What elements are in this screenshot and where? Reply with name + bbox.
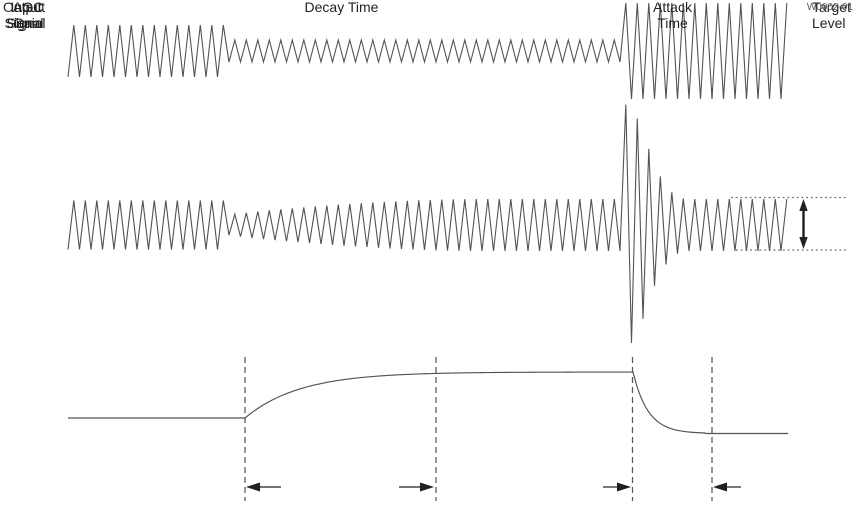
attack-time-right-arrow bbox=[713, 482, 741, 492]
output-waveform bbox=[67, 104, 788, 344]
output-signal-label: Output Signal bbox=[2, 0, 46, 31]
decay-time-right-arrow bbox=[399, 482, 434, 492]
agc-gain-label: AGC Gain bbox=[12, 0, 44, 31]
target-level-double-arrow bbox=[799, 199, 808, 249]
target-arrowhead-down bbox=[799, 237, 808, 249]
decay-time-left-arrow-head bbox=[246, 482, 260, 492]
attack-time-right-arrow-head bbox=[713, 482, 727, 492]
region-boundary-dashed-lines bbox=[244, 357, 713, 501]
decay-time-left-arrow bbox=[246, 482, 281, 492]
attack-time-left-arrow bbox=[603, 482, 631, 492]
agc-gain-curve bbox=[68, 371, 788, 435]
target-level-label: Target Level bbox=[812, 0, 851, 31]
input-signal-label: Input Signal bbox=[6, 0, 46, 31]
figure-code: W0002-01 bbox=[806, 2, 853, 13]
attack-time-label: Attack Time bbox=[653, 0, 692, 31]
decay-time-right-arrow-head bbox=[420, 482, 434, 492]
target-level-dotted-lines bbox=[731, 196, 846, 251]
attack-time-left-arrow-head bbox=[617, 482, 631, 492]
target-arrowhead-up bbox=[799, 199, 808, 211]
time-annotation-arrows bbox=[246, 482, 741, 492]
decay-time-label: Decay Time bbox=[304, 0, 379, 15]
input-waveform bbox=[67, 2, 788, 100]
